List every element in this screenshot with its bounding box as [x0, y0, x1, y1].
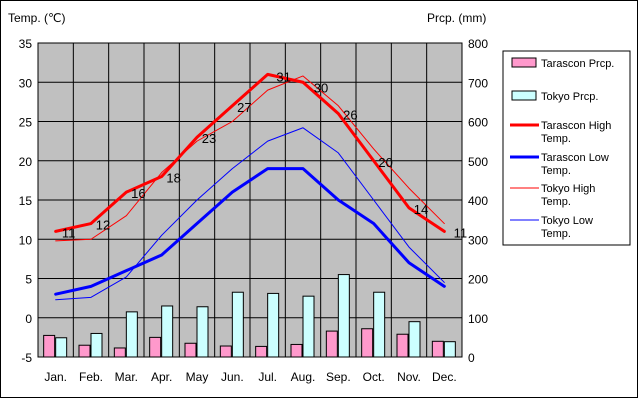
y-left-tick-label: 0 — [25, 312, 32, 326]
bar-tarascon_prcp — [361, 328, 374, 358]
legend-swatch-tokyo_prcp — [511, 90, 537, 101]
legend-label-tarascon_prcp: Tarascon Prcp. — [541, 58, 614, 70]
x-tick-label: Mar. — [115, 370, 138, 384]
line-tokyo_high — [55, 75, 445, 242]
bar-tokyo_prcp — [161, 305, 174, 358]
x-tick-label: Sep. — [326, 370, 351, 384]
bar-tokyo_prcp — [337, 274, 350, 358]
data-label-tarascon_high: 27 — [237, 100, 251, 115]
y-left-tick-label: 10 — [19, 233, 33, 247]
x-tick-label: Jan. — [44, 370, 67, 384]
bar-tokyo_prcp — [302, 295, 315, 358]
y-right-tick-label: 100 — [468, 312, 488, 326]
y-axis-right-title: Prcp. (mm) — [427, 11, 486, 25]
legend-label-tokyo_high: Tokyo High Temp. — [541, 183, 595, 208]
line-tarascon_high — [54, 72, 446, 233]
bar-tokyo_prcp — [267, 292, 280, 358]
legend-label-tokyo_low: Tokyo Low Temp. — [541, 215, 593, 240]
y-right-tick-label: 800 — [468, 37, 488, 51]
data-label-tarascon_high: 20 — [378, 155, 392, 170]
x-tick-label: Dec. — [432, 370, 457, 384]
line-tokyo_low — [55, 127, 445, 301]
x-tick-label: Aug. — [291, 370, 316, 384]
bar-tarascon_prcp — [149, 336, 162, 358]
y-right-tick-label: 600 — [468, 116, 488, 130]
y-right-tick-label: 300 — [468, 233, 488, 247]
bar-tokyo_prcp — [373, 291, 386, 358]
y-right-tick-label: 500 — [468, 155, 488, 169]
data-label-tarascon_high: 14 — [414, 202, 428, 217]
y-right-tick-label: 700 — [468, 76, 488, 90]
data-label-tarascon_high: 11 — [454, 225, 468, 240]
data-label-tarascon_high: 18 — [166, 170, 180, 185]
legend-swatch-tarascon_prcp — [511, 57, 537, 68]
bar-tarascon_prcp — [431, 340, 444, 358]
data-label-tarascon_high: 30 — [314, 80, 328, 95]
line-tarascon_low — [54, 167, 446, 296]
bar-tarascon_prcp — [184, 342, 197, 358]
data-label-tarascon_high: 12 — [96, 218, 110, 233]
bar-tokyo_prcp — [408, 321, 421, 358]
y-right-tick-label: 0 — [468, 351, 475, 365]
bar-tarascon_prcp — [43, 334, 56, 358]
bar-tokyo_prcp — [443, 341, 456, 358]
y-left-tick-label: 20 — [19, 155, 33, 169]
x-tick-label: Jun. — [221, 370, 244, 384]
bar-tokyo_prcp — [196, 306, 209, 358]
y-left-tick-label: -5 — [21, 351, 32, 365]
data-label-tarascon_high: 16 — [131, 186, 145, 201]
bar-tarascon_prcp — [113, 347, 126, 358]
bar-tokyo_prcp — [55, 337, 68, 358]
y-axis-left-title: Temp. (℃) — [8, 11, 65, 25]
y-left-tick-label: 35 — [19, 37, 33, 51]
bar-tarascon_prcp — [255, 345, 268, 358]
y-right-tick-label: 400 — [468, 194, 488, 208]
bar-tokyo_prcp — [125, 311, 138, 358]
bar-tarascon_prcp — [290, 343, 303, 358]
y-left-tick-label: 25 — [19, 116, 33, 130]
data-label-tarascon_high: 11 — [62, 225, 76, 240]
bar-tarascon_prcp — [325, 330, 338, 358]
legend-box — [502, 50, 631, 246]
legend-label-tokyo_prcp: Tokyo Prcp. — [541, 91, 598, 103]
x-tick-label: Oct. — [363, 370, 385, 384]
x-tick-label: Nov. — [397, 370, 421, 384]
x-tick-label: Apr. — [151, 370, 172, 384]
bar-tarascon_prcp — [396, 333, 409, 358]
data-label-tarascon_high: 23 — [202, 131, 216, 146]
y-left-tick-label: 30 — [19, 76, 33, 90]
x-tick-label: Jul. — [258, 370, 277, 384]
bar-tokyo_prcp — [231, 291, 244, 358]
x-tick-label: Feb. — [79, 370, 103, 384]
y-right-tick-label: 200 — [468, 273, 488, 287]
y-left-tick-label: 15 — [19, 194, 33, 208]
x-tick-label: May — [186, 370, 209, 384]
legend-label-tarascon_low: Tarascon Low Temp. — [541, 152, 609, 177]
data-label-tarascon_high: 26 — [343, 108, 357, 123]
data-label-tarascon_high: 31 — [276, 69, 290, 84]
bar-tokyo_prcp — [90, 332, 103, 358]
bar-tarascon_prcp — [219, 345, 232, 358]
legend-label-tarascon_high: Tarascon High Temp. — [541, 120, 611, 145]
y-left-tick-label: 5 — [25, 273, 32, 287]
bar-tarascon_prcp — [78, 344, 91, 358]
